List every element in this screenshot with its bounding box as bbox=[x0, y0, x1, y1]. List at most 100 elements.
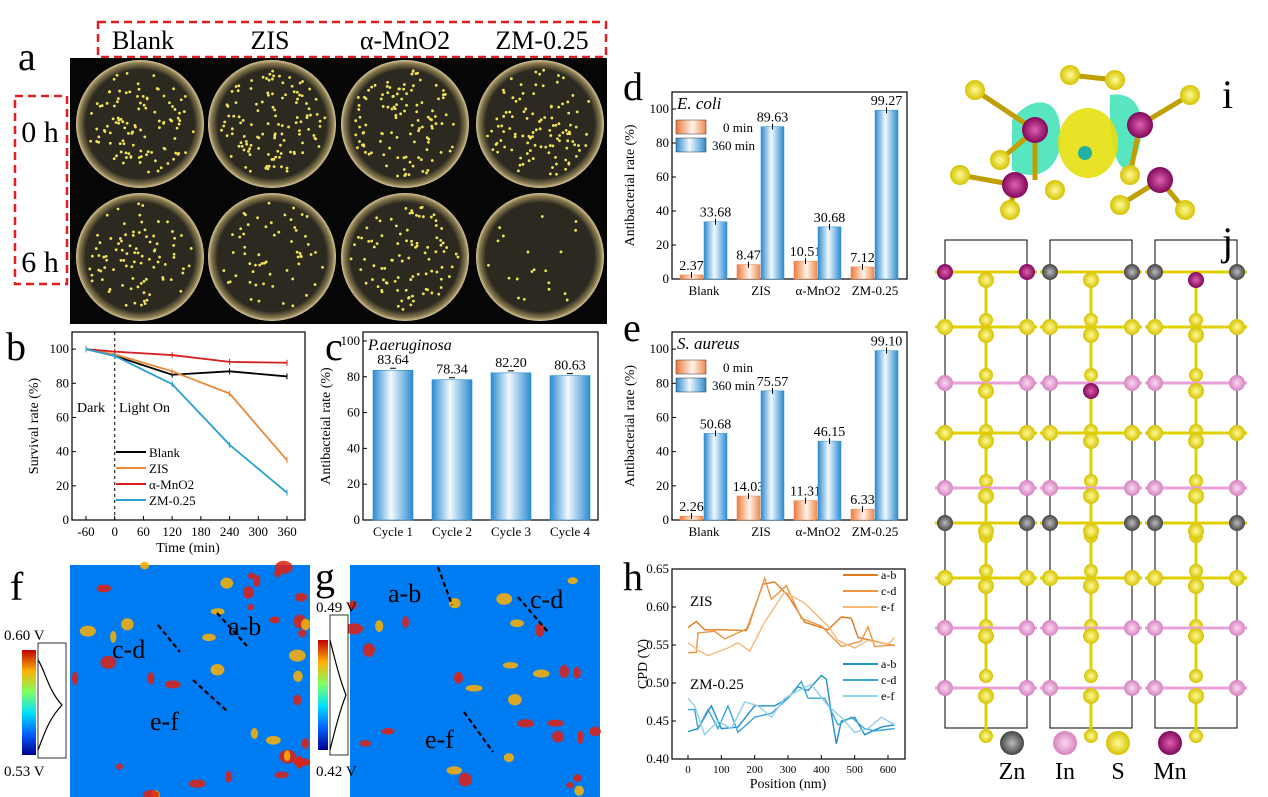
bacterial-colony bbox=[154, 159, 157, 163]
bacterial-colony bbox=[403, 109, 406, 113]
panel-g: g 0.49 V 0.42 V a-b c-d e-f bbox=[315, 554, 601, 797]
series-line-3 bbox=[85, 348, 288, 494]
hotspot bbox=[79, 625, 96, 637]
bacterial-colony bbox=[557, 105, 561, 109]
bacterial-colony bbox=[108, 131, 112, 135]
s-atom bbox=[1189, 669, 1203, 683]
x-tick-label: 600 bbox=[880, 764, 897, 776]
bacterial-colony bbox=[418, 78, 422, 82]
bacterial-colony bbox=[521, 162, 525, 166]
dark-annotation: Dark bbox=[77, 401, 105, 416]
bacterial-colony bbox=[172, 157, 175, 161]
bacterial-colony bbox=[281, 96, 284, 100]
histogram bbox=[37, 642, 67, 759]
y-tick-label: 0.60 bbox=[646, 599, 669, 614]
bacterial-colony bbox=[510, 148, 514, 152]
bacterial-colony bbox=[146, 150, 150, 154]
s-atom bbox=[1189, 368, 1203, 382]
bacterial-colony bbox=[298, 81, 302, 85]
bacterial-colony bbox=[385, 281, 389, 285]
bacterial-colony bbox=[225, 134, 229, 138]
bacterial-colony bbox=[155, 87, 159, 90]
cpd-line-ZIS-a-b bbox=[687, 581, 895, 647]
bacterial-colony bbox=[566, 139, 570, 143]
bacterial-colony bbox=[307, 127, 310, 131]
bacterial-colony bbox=[138, 161, 142, 164]
bacterial-colony bbox=[297, 262, 301, 266]
hotspot bbox=[110, 630, 117, 643]
bacterial-colony bbox=[396, 174, 399, 178]
legend-label: 0 min bbox=[723, 120, 753, 135]
in-atom bbox=[1229, 680, 1245, 696]
bacterial-colony bbox=[143, 135, 147, 139]
bacterial-colony bbox=[521, 91, 525, 95]
bacterial-colony bbox=[153, 248, 157, 252]
hotspot bbox=[293, 694, 302, 706]
bacterial-colony bbox=[124, 303, 128, 307]
bacterial-colony bbox=[425, 171, 428, 175]
data-label: 33.68 bbox=[700, 206, 732, 221]
s-atom bbox=[1110, 195, 1130, 215]
bar bbox=[490, 372, 532, 521]
s-atom bbox=[1084, 669, 1098, 683]
bacterial-colony bbox=[158, 126, 161, 130]
bacterial-colony bbox=[405, 92, 408, 96]
zn-atom bbox=[1124, 515, 1140, 531]
s-atom bbox=[1188, 433, 1204, 449]
x-tick-label: ZIS bbox=[751, 524, 771, 539]
s-atom bbox=[979, 669, 993, 683]
petri-dish bbox=[76, 193, 204, 321]
bacterial-colony bbox=[527, 159, 531, 163]
y-tick-label: 80 bbox=[656, 135, 669, 150]
x-tick-label: Blank bbox=[688, 524, 720, 539]
scale-max-g: 0.49 V bbox=[316, 600, 357, 616]
bacterial-colony bbox=[487, 263, 490, 267]
bacterial-colony bbox=[495, 117, 499, 121]
s-atom bbox=[1084, 564, 1098, 578]
bacterial-colony bbox=[291, 304, 295, 308]
y-tick-label: 20 bbox=[347, 476, 360, 491]
bacterial-colony bbox=[132, 260, 136, 264]
bacterial-colony bbox=[230, 127, 234, 131]
bacterial-colony bbox=[98, 241, 102, 245]
label-a-b-f: a-b bbox=[228, 612, 261, 641]
bacterial-colony bbox=[569, 123, 572, 127]
bacterial-colony bbox=[290, 240, 293, 243]
panel-d: d 0 20 40 60 80 100 Antibacterial rate (%) E. c… bbox=[623, 64, 908, 298]
s-atom bbox=[1083, 488, 1099, 504]
bacterial-colony bbox=[266, 153, 270, 156]
hotspot bbox=[225, 771, 233, 783]
s-atom bbox=[979, 564, 993, 578]
bacterial-colony bbox=[131, 143, 135, 147]
x-tick-label: 300 bbox=[249, 524, 269, 539]
y-tick-label: 0.40 bbox=[646, 751, 669, 766]
chart-title: S. aureus bbox=[677, 334, 740, 353]
bacterial-colony bbox=[166, 162, 170, 165]
bacterial-colony bbox=[412, 299, 415, 303]
bacterial-colony bbox=[412, 140, 416, 144]
panel-label-c: c bbox=[325, 324, 343, 369]
bacterial-colony bbox=[125, 252, 129, 256]
bacterial-colony bbox=[496, 150, 500, 154]
bacterial-colony bbox=[402, 168, 406, 171]
bacterial-colony bbox=[407, 256, 411, 260]
row-label-6h: 6 h bbox=[21, 246, 59, 279]
bacterial-colony bbox=[128, 90, 132, 94]
bacterial-colony bbox=[444, 113, 448, 117]
in-atom bbox=[1229, 375, 1245, 391]
bacterial-colony bbox=[430, 124, 434, 128]
zn-atom bbox=[1229, 264, 1245, 280]
bacterial-colony bbox=[425, 148, 429, 152]
bacterial-colony bbox=[256, 216, 259, 220]
hotspot bbox=[458, 772, 472, 787]
bacterial-colony bbox=[162, 94, 166, 98]
hotspot bbox=[572, 774, 582, 782]
bacterial-colony bbox=[426, 245, 430, 249]
chart-title: P.aeruginosa bbox=[367, 337, 452, 354]
bacterial-colony bbox=[396, 242, 400, 245]
bacterial-colony bbox=[385, 164, 388, 168]
survival-rate-chart: 0 20 40 60 80 100 Survival rate (%) -60 0 60 120 18… bbox=[27, 331, 306, 556]
panel-label-f: f bbox=[10, 564, 24, 609]
bacterial-colony bbox=[115, 100, 119, 104]
s-atom bbox=[1175, 200, 1195, 220]
